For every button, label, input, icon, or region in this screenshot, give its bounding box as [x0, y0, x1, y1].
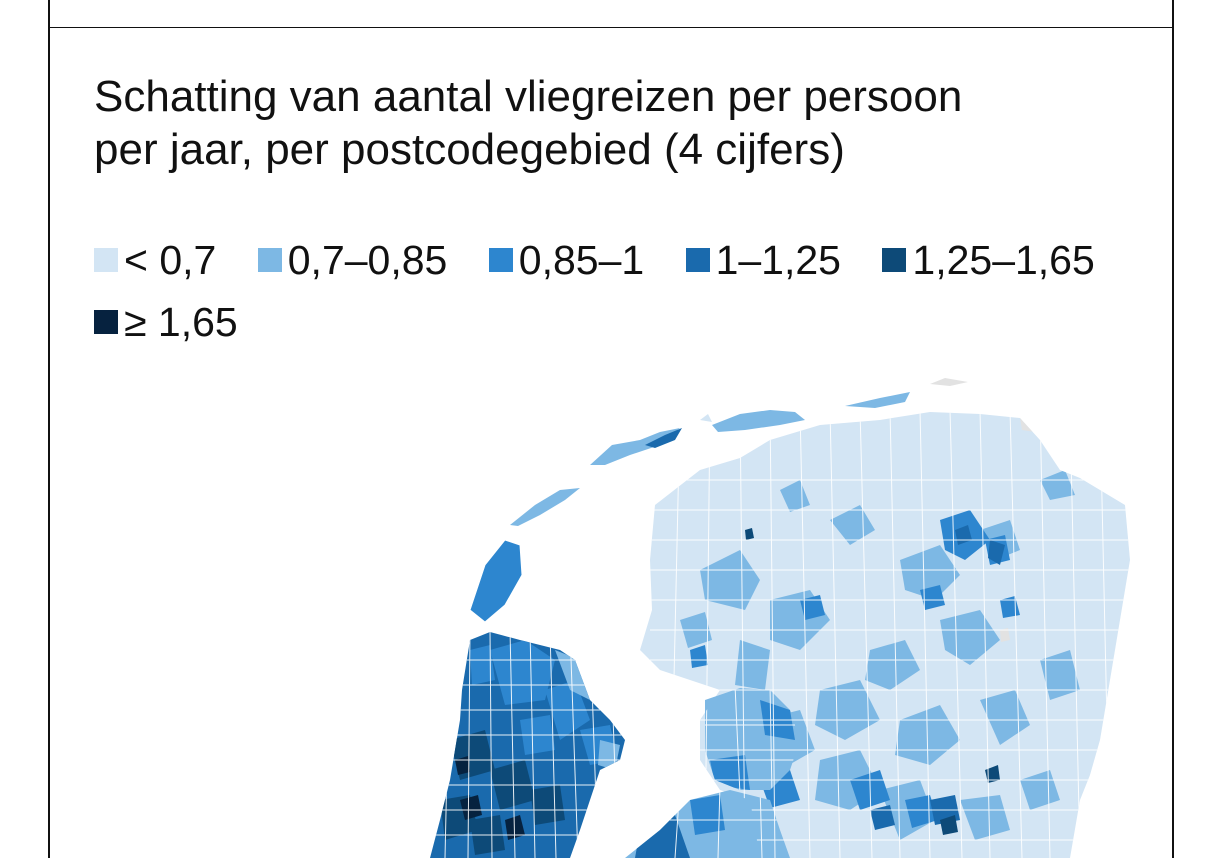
page-frame — [48, 0, 1174, 858]
legend-label-2: 0,7–0,85 — [287, 237, 448, 283]
legend-label-3: 0,85–1 — [518, 237, 645, 283]
legend-item-1: < 0,7 — [94, 230, 216, 290]
island-vlieland — [510, 488, 580, 526]
legend-label-1: < 0,7 — [124, 237, 217, 283]
legend-swatch-1 — [94, 248, 118, 272]
choropleth-map — [430, 378, 1130, 858]
legend-swatch-2 — [257, 248, 282, 272]
map-title: Schatting van aantal vliegreizen per per… — [94, 70, 1134, 176]
legend-swatch-5 — [882, 248, 907, 272]
island-terschelling — [590, 428, 680, 465]
legend-item-3: 0,85–1 — [488, 230, 645, 290]
island-texel — [469, 539, 523, 623]
legend-swatch-3 — [488, 248, 513, 272]
island-schiermonnikoog — [845, 392, 910, 408]
legend-swatch-6 — [94, 310, 118, 334]
title-line-1: Schatting van aantal vliegreizen per per… — [94, 72, 963, 121]
map-legend: < 0,7 0,7–0,85 0,85–1 1–1,25 1,25–1,65 ≥… — [94, 228, 1134, 352]
legend-item-6: ≥ 1,65 — [94, 292, 238, 352]
island-rottum — [930, 378, 968, 386]
title-line-2: per jaar, per postcodegebied (4 cijfers) — [94, 125, 845, 174]
island-griend — [700, 414, 712, 422]
island-ameland — [712, 410, 805, 432]
legend-item-2: 0,7–0,85 — [257, 230, 448, 290]
legend-label-5: 1,25–1,65 — [912, 237, 1095, 283]
legend-swatch-4 — [685, 248, 710, 272]
legend-item-4: 1–1,25 — [685, 230, 841, 290]
top-divider — [48, 27, 1174, 28]
legend-label-4: 1–1,25 — [715, 237, 841, 283]
island-terschelling-east — [645, 428, 682, 448]
legend-item-5: 1,25–1,65 — [882, 230, 1095, 290]
legend-label-6: ≥ 1,65 — [124, 299, 238, 345]
